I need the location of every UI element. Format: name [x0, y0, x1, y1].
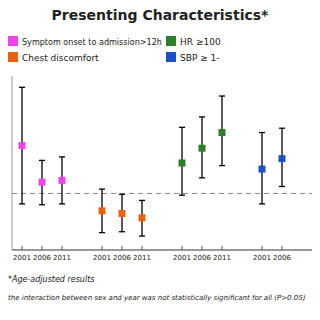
- error-bar-cap: [19, 203, 25, 204]
- point: [119, 210, 126, 217]
- error-bar-cap: [39, 160, 45, 161]
- error-bar: [139, 200, 145, 236]
- error-bar: [279, 128, 285, 186]
- x-tick: [62, 246, 63, 250]
- point: [139, 214, 146, 221]
- plot-marks: [12, 87, 312, 236]
- x-tick-label: 2001: [173, 254, 191, 262]
- x-tick-label: 2001: [13, 254, 31, 262]
- error-bar-cap: [259, 132, 265, 133]
- error-bar: [119, 194, 125, 231]
- point: [39, 179, 46, 186]
- error-bar-cap: [179, 127, 185, 128]
- error-bar-cap: [39, 204, 45, 205]
- title: Presenting Characteristics*: [52, 7, 269, 23]
- x-axis-line: [12, 250, 312, 251]
- chart: Presenting Characteristics* Symptom onset…: [0, 0, 320, 320]
- error-bar-cap: [259, 203, 265, 204]
- error-bar-cap: [279, 128, 285, 129]
- point: [259, 166, 266, 173]
- error-bar-cap: [19, 87, 25, 88]
- error-bar: [179, 127, 185, 195]
- footnote: the interaction between sex and year was…: [8, 294, 306, 302]
- error-bar-cap: [59, 156, 65, 157]
- error-bar-cap: [199, 177, 205, 178]
- x-tick-label: 2011: [133, 254, 151, 262]
- x-tick: [282, 246, 283, 250]
- error-bar: [199, 117, 205, 178]
- legend-swatch: [8, 36, 18, 46]
- x-tick: [142, 246, 143, 250]
- point: [19, 142, 26, 149]
- x-tick-label: 2011: [213, 254, 231, 262]
- error-bar-cap: [139, 235, 145, 236]
- error-bar-cap: [119, 194, 125, 195]
- error-bar: [259, 133, 265, 204]
- error-bar-cap: [179, 195, 185, 196]
- error-bar: [219, 96, 225, 166]
- footnote: *Age-adjusted results: [8, 275, 94, 284]
- x-tick: [222, 246, 223, 250]
- error-bar-cap: [219, 165, 225, 166]
- error-bar-cap: [99, 232, 105, 233]
- error-bar-cap: [99, 188, 105, 189]
- error-bar: [39, 160, 45, 204]
- x-tick: [182, 246, 183, 250]
- x-tick-label: 2001: [93, 254, 111, 262]
- legend-swatch: [166, 36, 176, 46]
- x-tick: [122, 246, 123, 250]
- error-bar: [19, 87, 25, 204]
- legend-label: HR ≥100: [180, 37, 221, 47]
- x-tick: [42, 246, 43, 250]
- x-tick-label: 2006: [193, 254, 211, 262]
- x-tick-label: 2001: [253, 254, 271, 262]
- x-tick-label: 2006: [33, 254, 51, 262]
- error-bar: [59, 157, 65, 204]
- legend: Symptom onset to admission>12h Chest disc…: [8, 36, 221, 63]
- x-tick-label: 2011: [53, 254, 71, 262]
- error-bar-cap: [139, 200, 145, 201]
- point: [179, 160, 186, 167]
- x-tick: [202, 246, 203, 250]
- legend-swatch: [166, 52, 176, 62]
- point: [279, 155, 286, 162]
- x-tick: [102, 246, 103, 250]
- x-tick-label: 2006: [273, 254, 291, 262]
- x-ticks: 2001200620112001200620112001200620112001…: [13, 246, 291, 262]
- error-bar: [99, 189, 105, 233]
- point: [219, 129, 226, 136]
- reference-line: [12, 193, 312, 194]
- legend-label: Chest discomfort: [22, 53, 99, 63]
- x-tick: [22, 246, 23, 250]
- x-tick-label: 2006: [113, 254, 131, 262]
- y-axis-line: [12, 76, 13, 250]
- error-bar-cap: [119, 231, 125, 232]
- legend-label: SBP ≥ 1-: [180, 53, 220, 63]
- x-tick: [262, 246, 263, 250]
- legend-label: Symptom onset to admission>12h: [22, 38, 162, 47]
- point: [99, 207, 106, 214]
- error-bar-cap: [279, 186, 285, 187]
- point: [59, 177, 66, 184]
- error-bar-cap: [219, 95, 225, 96]
- error-bar-cap: [199, 116, 205, 117]
- legend-swatch: [8, 52, 18, 62]
- point: [199, 145, 206, 152]
- error-bar-cap: [59, 203, 65, 204]
